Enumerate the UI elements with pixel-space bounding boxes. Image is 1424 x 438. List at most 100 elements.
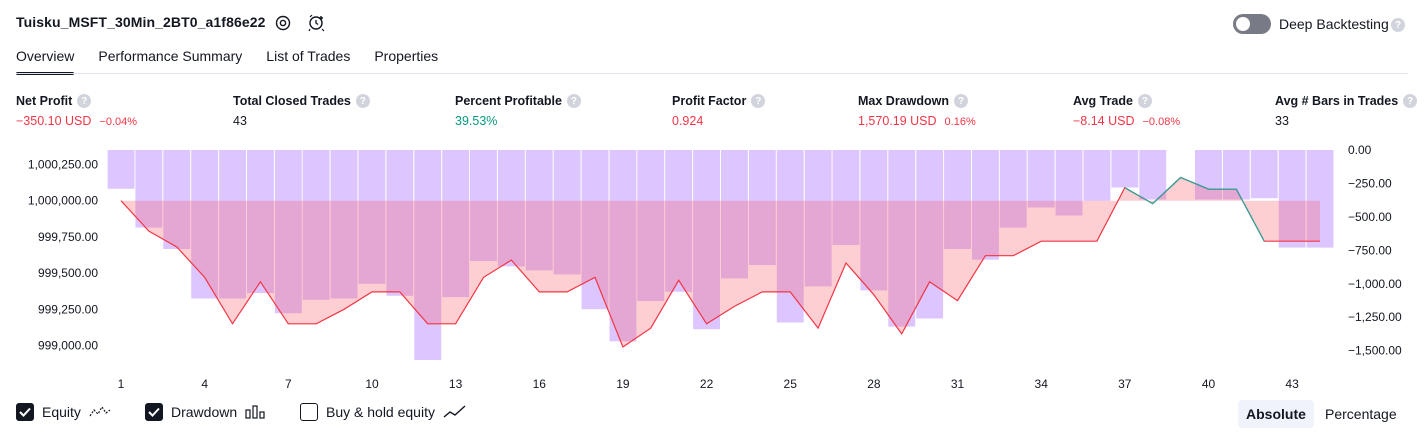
tab-overview[interactable]: Overview xyxy=(16,48,75,75)
info-icon[interactable]: ? xyxy=(1137,94,1152,108)
x-axis-tick: 16 xyxy=(533,377,547,391)
info-icon[interactable]: ? xyxy=(566,94,581,108)
legend-drawdown[interactable]: Drawdown xyxy=(145,403,267,421)
drawdown-bar xyxy=(888,150,916,327)
metric-max-drawdown: Max Drawdown? 1,570.19 USD 0.16% xyxy=(858,94,976,128)
drawdown-bar xyxy=(525,150,553,271)
drawdown-bar xyxy=(135,150,163,228)
info-icon[interactable]: ? xyxy=(355,94,370,108)
drawdown-bar xyxy=(999,150,1027,228)
x-axis-tick: 10 xyxy=(365,377,379,391)
metric-value: 39.53% xyxy=(455,114,498,128)
drawdown-bar xyxy=(637,150,665,302)
drawdown-bar xyxy=(414,150,442,360)
metric-total-closed-trades: Total Closed Trades? 43 xyxy=(233,94,370,128)
info-icon[interactable]: ? xyxy=(77,94,92,108)
legend-buy-hold[interactable]: Buy & hold equity xyxy=(300,403,467,421)
info-icon[interactable]: ? xyxy=(1403,94,1418,108)
left-axis-tick: 1,000,000.00 xyxy=(28,194,98,208)
equity-line xyxy=(120,176,1320,348)
x-axis-tick: 40 xyxy=(1202,377,1216,391)
drawdown-bar xyxy=(721,150,748,279)
x-axis-tick: 31 xyxy=(951,377,965,391)
right-axis-tick: −500.00 xyxy=(1348,210,1392,224)
drawdown-bar xyxy=(386,150,414,296)
metric-label: Total Closed Trades xyxy=(233,94,351,108)
drawdown-bar xyxy=(219,150,246,299)
drawdown-bar xyxy=(330,150,358,299)
left-axis-tick: 999,000.00 xyxy=(38,339,98,353)
right-axis-tick: −750.00 xyxy=(1348,243,1392,257)
metric-value: −350.10 USD xyxy=(16,114,92,128)
buy-hold-checkbox[interactable] xyxy=(300,403,318,421)
x-axis-tick: 37 xyxy=(1118,377,1132,391)
info-icon[interactable]: ? xyxy=(751,94,766,108)
drawdown-bar xyxy=(776,150,804,323)
metric-percent-profitable: Percent Profitable? 39.53% xyxy=(455,94,581,128)
add-alert-icon[interactable] xyxy=(306,12,328,34)
drawdown-bar xyxy=(693,150,720,330)
right-axis-tick: −1,500.00 xyxy=(1348,344,1402,358)
left-axis-tick: 1,000,250.00 xyxy=(28,158,98,172)
left-axis-tick: 999,750.00 xyxy=(38,230,98,244)
toggle-knob xyxy=(1236,17,1250,31)
legend-equity[interactable]: Equity xyxy=(16,403,113,421)
percentage-toggle[interactable]: Percentage xyxy=(1325,406,1397,422)
metric-sub: −0.08% xyxy=(1142,116,1181,128)
drawdown-bar xyxy=(972,150,999,260)
drawdown-bar xyxy=(1139,150,1167,200)
buy-hold-line-icon xyxy=(443,405,466,418)
drawdown-bar xyxy=(553,150,581,275)
info-icon[interactable]: ? xyxy=(954,94,968,108)
drawdown-bar xyxy=(916,150,944,319)
drawdown-bar xyxy=(107,150,135,189)
drawdown-checkbox[interactable] xyxy=(145,403,163,421)
right-axis-tick: −1,000.00 xyxy=(1348,277,1402,291)
deep-backtesting-label: Deep Backtesting xyxy=(1279,16,1389,32)
drawdown-bar xyxy=(748,150,776,265)
drawdown-bar xyxy=(1083,150,1111,201)
x-axis-tick: 34 xyxy=(1035,377,1049,391)
x-axis-tick: 22 xyxy=(700,377,714,391)
metric-label: Avg Trade xyxy=(1073,94,1133,108)
drawdown-bar xyxy=(1306,150,1334,248)
equity-drawdown-chart[interactable]: 1,000,250.00 1,000,000.00 999,750.00 999,50… xyxy=(0,140,1424,395)
equity-line-above-baseline xyxy=(1124,176,1265,242)
strategy-name: Tuisku_MSFT_30Min_2BT0_a1f86e22 xyxy=(16,14,266,30)
metric-value: 0.924 xyxy=(672,114,704,128)
equity-checkbox[interactable] xyxy=(16,403,34,421)
drawdown-bar xyxy=(442,150,470,298)
deep-backtesting-toggle[interactable] xyxy=(1233,14,1271,34)
drawdown-bar xyxy=(358,150,386,284)
x-axis-tick: 7 xyxy=(285,377,292,391)
settings-icon[interactable] xyxy=(272,12,294,34)
metric-label: Avg # Bars in Trades xyxy=(1275,94,1399,108)
tab-properties[interactable]: Properties xyxy=(374,48,439,64)
drawdown-bar xyxy=(804,150,832,287)
x-axis-tick: 19 xyxy=(616,377,630,391)
drawdown-bar xyxy=(665,150,693,292)
metric-value: 43 xyxy=(233,114,247,128)
absolute-toggle[interactable]: Absolute xyxy=(1238,400,1314,428)
metric-label: Net Profit xyxy=(16,94,73,108)
left-axis-tick: 999,250.00 xyxy=(38,302,98,316)
x-axis-tick: 28 xyxy=(867,377,881,391)
metric-avg-bars-in-trades: Avg # Bars in Trades? 33 xyxy=(1275,94,1418,128)
drawdown-bar xyxy=(1222,150,1250,200)
drawdown-bar xyxy=(191,150,219,299)
x-axis-tick: 4 xyxy=(201,377,208,391)
drawdown-bars-icon xyxy=(245,405,265,419)
tab-list-of-trades[interactable]: List of Trades xyxy=(266,48,351,64)
equity-line-icon xyxy=(89,405,111,417)
tab-performance-summary[interactable]: Performance Summary xyxy=(98,48,243,64)
drawdown-bar xyxy=(247,150,274,294)
deep-backtesting-help-icon[interactable]: ? xyxy=(1391,18,1405,32)
metric-label: Max Drawdown xyxy=(858,94,949,108)
drawdown-bar xyxy=(163,150,191,249)
drawdown-bar xyxy=(1278,150,1306,248)
tab-bar: Overview Performance Summary List of Tra… xyxy=(16,48,439,75)
metric-sub: −0.04% xyxy=(99,116,138,128)
metric-net-profit: Net Profit? −350.10 USD −0.04% xyxy=(16,94,137,128)
drawdown-label: Drawdown xyxy=(171,404,238,420)
right-axis-tick: −1,250.00 xyxy=(1348,310,1402,324)
